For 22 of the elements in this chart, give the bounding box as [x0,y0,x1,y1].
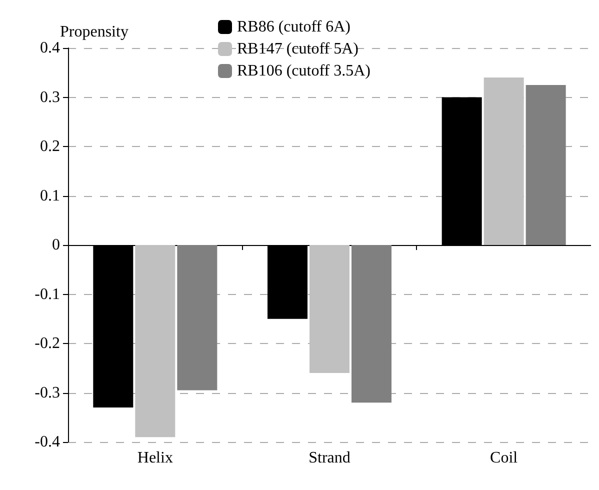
y-axis-title: Propensity [60,24,128,40]
y-tick-label: -0.1 [34,286,60,303]
bar [310,245,350,374]
y-tick-label: -0.4 [34,434,60,450]
y-tick-label: -0.3 [34,384,60,402]
legend-label: RB147 (cutoff 5A) [237,40,358,58]
y-tick-label: -0.2 [34,335,60,352]
y-tick-label: 0.1 [40,187,60,204]
bar [177,245,218,390]
legend-label: RB106 (cutoff 3.5A) [237,62,370,80]
x-tick-label: Coil [490,450,518,466]
legend-label: RB86 (cutoff 6A) [237,18,350,36]
x-tick-label: Strand [308,450,350,466]
x-tick-label: Helix [137,450,173,466]
y-tick-label: 0.2 [40,138,60,155]
bar [352,245,392,403]
bar [135,245,176,438]
bar [484,78,524,245]
y-tick-label: 0.3 [40,88,60,106]
bar [526,84,566,245]
y-tick-label: 0.4 [40,40,60,56]
y-tick-label: 0 [52,236,60,254]
